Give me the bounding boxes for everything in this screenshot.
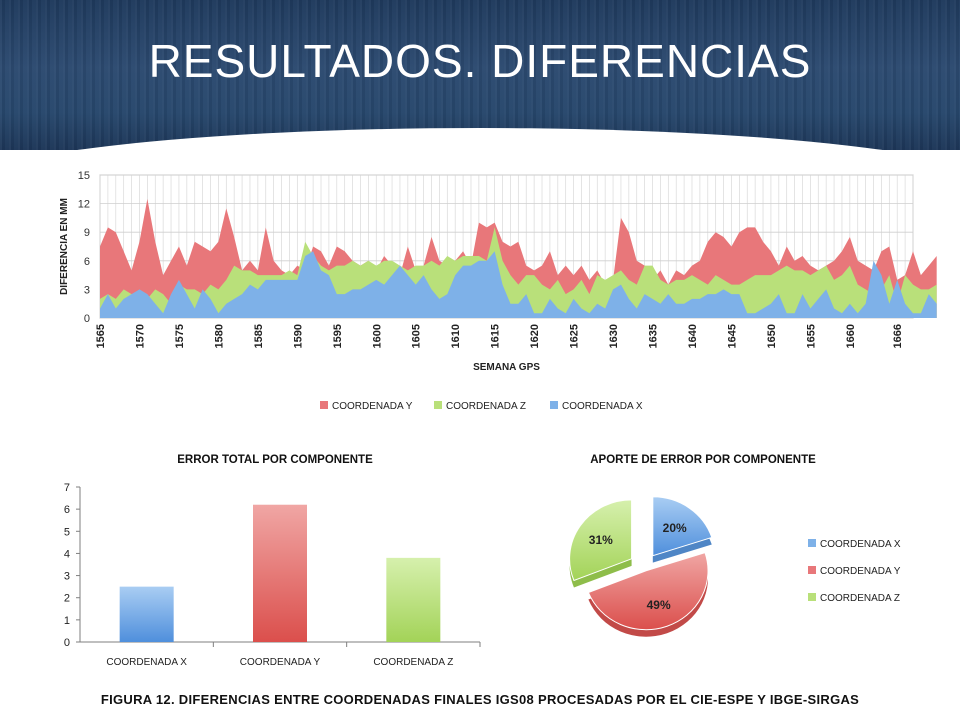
- bar-ytick-label: 4: [64, 548, 70, 560]
- pie-slice-coordenada-z: [569, 499, 633, 582]
- area-ytick-label: 6: [84, 256, 90, 268]
- area-legend-label: COORDENADA X: [562, 401, 643, 412]
- area-xtick-label: 1610: [450, 324, 462, 348]
- area-xtick-label: 1625: [569, 324, 581, 348]
- bar-chart-title: ERROR TOTAL POR COMPONENTE: [177, 454, 373, 466]
- area-xtick-label: 1660: [845, 324, 857, 348]
- slide-title: RESULTADOS. DIFERENCIAS: [148, 35, 812, 87]
- area-ytick-label: 0: [84, 313, 90, 325]
- area-ytick-label: 12: [78, 199, 90, 211]
- area-xtick-label: 1640: [687, 324, 699, 348]
- bar-ytick-label: 7: [64, 482, 70, 494]
- area-xtick-label: 1585: [253, 324, 265, 348]
- pie-legend-label: COORDENADA Z: [820, 593, 900, 604]
- area-xtick-label: 1635: [648, 324, 660, 348]
- pie-value-label: 49%: [647, 598, 671, 612]
- area-xtick-label: 1575: [174, 324, 186, 348]
- area-xtick-label: 1666: [892, 324, 904, 348]
- area-xtick-label: 1600: [371, 324, 383, 348]
- area-xtick-label: 1650: [766, 324, 778, 348]
- header-texture: [0, 0, 960, 150]
- area-xtick-label: 1605: [411, 324, 423, 348]
- pie-legend-swatch: [808, 593, 816, 601]
- pie-slice-coordenada-y: [587, 551, 709, 631]
- area-xtick-label: 1590: [292, 324, 304, 348]
- pie-chart-title: APORTE DE ERROR POR COMPONENTE: [590, 454, 816, 466]
- bar-coordenada-y: [253, 504, 307, 642]
- bar-coordenada-x: [119, 586, 174, 642]
- pie-slice-coordenada-x: [652, 496, 713, 557]
- slide-header: [0, 0, 960, 150]
- bar-ytick-label: 2: [64, 593, 70, 605]
- area-ytick-label: 9: [84, 227, 90, 239]
- bar-category-label: COORDENADA Y: [240, 657, 321, 668]
- area-ytick-label: 15: [78, 170, 90, 182]
- figure-caption: FIGURA 12. DIFERENCIAS ENTRE COORDENADAS…: [100, 692, 860, 707]
- bar-ytick-label: 1: [64, 615, 70, 627]
- area-xtick-label: 1620: [529, 324, 541, 348]
- pie-legend-label: COORDENADA X: [820, 539, 901, 550]
- pie-value-label: 20%: [663, 521, 687, 535]
- area-ytick-label: 3: [84, 284, 90, 296]
- bar-category-label: COORDENADA X: [106, 657, 187, 668]
- area-xtick-label: 1570: [134, 324, 146, 348]
- area-legend-swatch: [550, 401, 558, 409]
- area-xtick-label: 1595: [332, 324, 344, 348]
- bar-category-label: COORDENADA Z: [373, 657, 453, 668]
- bar-ytick-label: 3: [64, 571, 70, 583]
- area-ylabel: DIFERENCIA EN MM: [59, 198, 70, 295]
- area-xtick-label: 1630: [608, 324, 620, 348]
- area-xtick-label: 1565: [95, 324, 107, 348]
- bar-coordenada-z: [386, 557, 441, 642]
- pie-legend-swatch: [808, 566, 816, 574]
- area-xtick-label: 1615: [490, 324, 502, 348]
- area-series-coordenada-x: [100, 251, 937, 318]
- bar-ytick-label: 0: [64, 637, 70, 649]
- area-xtick-label: 1645: [726, 324, 738, 348]
- pie-legend-swatch: [808, 539, 816, 547]
- area-xlabel: SEMANA GPS: [473, 362, 540, 373]
- pie-value-label: 31%: [589, 533, 613, 547]
- area-xtick-label: 1580: [213, 324, 225, 348]
- pie-legend-label: COORDENADA Y: [820, 566, 901, 577]
- area-legend-swatch: [320, 401, 328, 409]
- area-legend-label: COORDENADA Y: [332, 401, 413, 412]
- area-xtick-label: 1655: [805, 324, 817, 348]
- area-legend-swatch: [434, 401, 442, 409]
- bar-ytick-label: 5: [64, 526, 70, 538]
- area-legend-label: COORDENADA Z: [446, 401, 526, 412]
- bar-ytick-label: 6: [64, 504, 70, 516]
